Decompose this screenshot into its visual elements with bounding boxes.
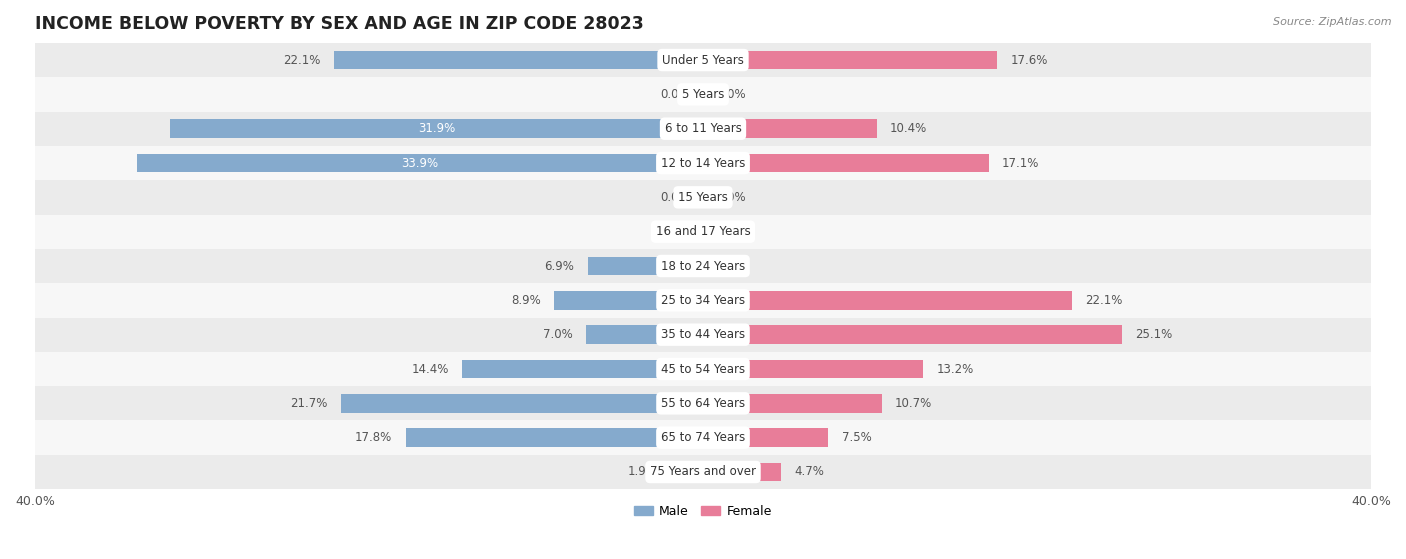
- Text: 0.0%: 0.0%: [659, 88, 689, 101]
- Bar: [35, 352, 1371, 386]
- Text: 10.4%: 10.4%: [890, 122, 928, 135]
- Text: 55 to 64 Years: 55 to 64 Years: [661, 397, 745, 410]
- Bar: [695, 222, 703, 241]
- Bar: [703, 359, 924, 378]
- Bar: [703, 291, 1073, 310]
- Bar: [703, 222, 711, 241]
- Text: 12 to 14 Years: 12 to 14 Years: [661, 157, 745, 169]
- Text: 0.0%: 0.0%: [717, 191, 747, 204]
- Text: 16 and 17 Years: 16 and 17 Years: [655, 225, 751, 238]
- Bar: [35, 43, 1371, 77]
- Bar: [35, 146, 1371, 180]
- Text: 25 to 34 Years: 25 to 34 Years: [661, 294, 745, 307]
- Text: 5 Years: 5 Years: [682, 88, 724, 101]
- Text: 75 Years and over: 75 Years and over: [650, 466, 756, 479]
- Text: Source: ZipAtlas.com: Source: ZipAtlas.com: [1274, 17, 1392, 27]
- Text: 17.1%: 17.1%: [1002, 157, 1039, 169]
- Bar: [35, 318, 1371, 352]
- Text: 0.0%: 0.0%: [717, 259, 747, 273]
- Text: 0.0%: 0.0%: [717, 88, 747, 101]
- Text: 21.7%: 21.7%: [290, 397, 328, 410]
- Bar: [703, 188, 711, 207]
- Bar: [35, 420, 1371, 455]
- Bar: [703, 51, 997, 69]
- Text: 18 to 24 Years: 18 to 24 Years: [661, 259, 745, 273]
- Text: Under 5 Years: Under 5 Years: [662, 54, 744, 67]
- Bar: [333, 51, 703, 69]
- Text: 22.1%: 22.1%: [1085, 294, 1123, 307]
- Bar: [671, 462, 703, 481]
- Text: 7.0%: 7.0%: [543, 328, 572, 341]
- Bar: [703, 154, 988, 173]
- Bar: [554, 291, 703, 310]
- Bar: [340, 394, 703, 413]
- Text: 13.2%: 13.2%: [936, 362, 974, 376]
- Bar: [35, 455, 1371, 489]
- Text: 4.7%: 4.7%: [794, 466, 825, 479]
- Text: 8.9%: 8.9%: [512, 294, 541, 307]
- Bar: [703, 85, 711, 104]
- Text: 65 to 74 Years: 65 to 74 Years: [661, 431, 745, 444]
- Bar: [703, 325, 1122, 344]
- Text: 14.4%: 14.4%: [412, 362, 449, 376]
- Bar: [586, 325, 703, 344]
- Bar: [35, 112, 1371, 146]
- Bar: [35, 77, 1371, 112]
- Text: 7.5%: 7.5%: [842, 431, 872, 444]
- Text: 45 to 54 Years: 45 to 54 Years: [661, 362, 745, 376]
- Text: 17.8%: 17.8%: [356, 431, 392, 444]
- Bar: [136, 154, 703, 173]
- Text: 0.0%: 0.0%: [659, 191, 689, 204]
- Bar: [703, 119, 877, 138]
- Bar: [588, 257, 703, 276]
- Text: 6 to 11 Years: 6 to 11 Years: [665, 122, 741, 135]
- Bar: [35, 283, 1371, 318]
- Text: 0.0%: 0.0%: [659, 225, 689, 238]
- Text: 31.9%: 31.9%: [418, 122, 456, 135]
- Bar: [703, 462, 782, 481]
- Bar: [35, 215, 1371, 249]
- Bar: [703, 428, 828, 447]
- Bar: [695, 85, 703, 104]
- Text: 25.1%: 25.1%: [1136, 328, 1173, 341]
- Bar: [170, 119, 703, 138]
- Text: 33.9%: 33.9%: [401, 157, 439, 169]
- Text: 0.0%: 0.0%: [717, 225, 747, 238]
- Text: INCOME BELOW POVERTY BY SEX AND AGE IN ZIP CODE 28023: INCOME BELOW POVERTY BY SEX AND AGE IN Z…: [35, 15, 644, 33]
- Text: 1.9%: 1.9%: [628, 466, 658, 479]
- Bar: [406, 428, 703, 447]
- Bar: [695, 188, 703, 207]
- Text: 10.7%: 10.7%: [896, 397, 932, 410]
- Text: 22.1%: 22.1%: [283, 54, 321, 67]
- Text: 15 Years: 15 Years: [678, 191, 728, 204]
- Bar: [35, 249, 1371, 283]
- Bar: [35, 386, 1371, 420]
- Text: 17.6%: 17.6%: [1011, 54, 1047, 67]
- Bar: [35, 180, 1371, 215]
- Text: 6.9%: 6.9%: [544, 259, 575, 273]
- Legend: Male, Female: Male, Female: [630, 500, 776, 523]
- Bar: [463, 359, 703, 378]
- Bar: [703, 394, 882, 413]
- Bar: [703, 257, 711, 276]
- Text: 35 to 44 Years: 35 to 44 Years: [661, 328, 745, 341]
